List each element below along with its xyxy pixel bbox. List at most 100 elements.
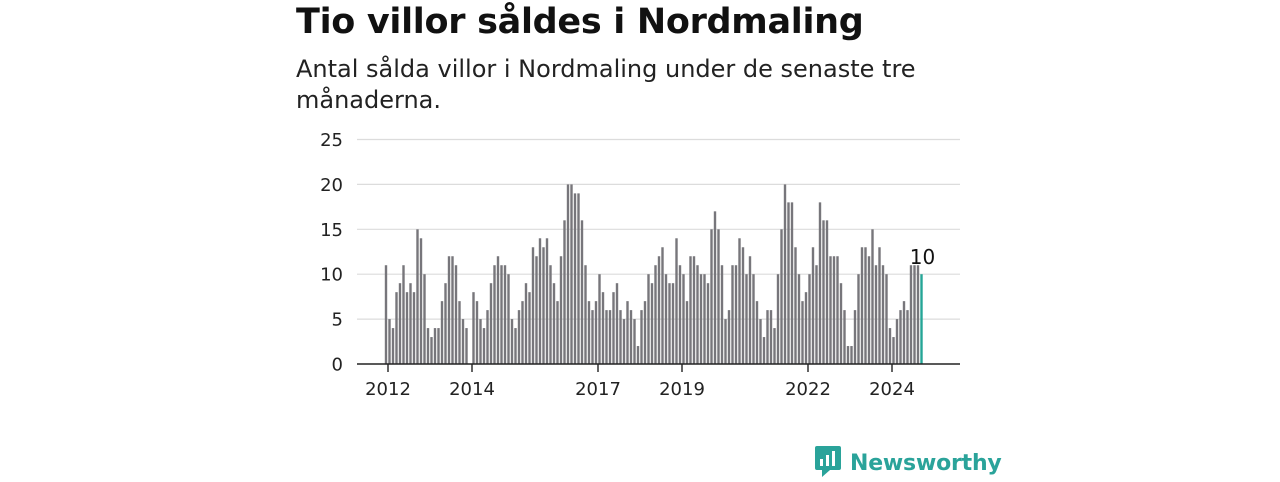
bar	[657, 256, 661, 364]
bar	[482, 328, 486, 364]
bar	[913, 265, 916, 364]
bar	[573, 193, 577, 364]
bar	[395, 292, 398, 364]
bar	[885, 274, 888, 364]
bar	[591, 310, 594, 364]
bar	[846, 346, 850, 364]
bar	[741, 247, 745, 364]
y-tick-label: 5	[332, 310, 343, 331]
bar	[619, 310, 622, 364]
bar	[720, 265, 724, 364]
bar	[696, 265, 699, 364]
bar	[703, 274, 706, 364]
bar	[755, 301, 759, 364]
bar	[524, 283, 528, 364]
bar	[692, 256, 696, 364]
bar	[517, 310, 521, 364]
bar	[661, 247, 664, 364]
bar	[748, 256, 752, 364]
bar	[895, 319, 899, 364]
bar	[839, 283, 843, 364]
bar	[636, 346, 640, 364]
bar	[594, 301, 598, 364]
bar	[815, 265, 818, 364]
bar	[475, 301, 479, 364]
bar	[773, 328, 776, 364]
bar	[493, 265, 496, 364]
bar	[906, 310, 909, 364]
bar	[507, 274, 510, 364]
bar	[626, 301, 629, 364]
bar	[843, 310, 846, 364]
bar	[531, 247, 535, 364]
bar	[437, 328, 440, 364]
bar	[689, 256, 692, 364]
bar	[752, 274, 755, 364]
bar	[818, 202, 822, 364]
bar	[822, 220, 825, 364]
bar	[398, 283, 402, 364]
bar	[787, 202, 790, 364]
bar	[409, 283, 412, 364]
bar	[710, 229, 713, 364]
bar	[860, 247, 864, 364]
chart-subtitle: Antal sålda villor i Nordmaling under de…	[296, 55, 916, 114]
bar	[556, 301, 559, 364]
bar	[829, 256, 832, 364]
x-tick-label: 2022	[785, 379, 831, 400]
bar	[685, 301, 689, 364]
bar	[584, 265, 587, 364]
bar	[699, 274, 703, 364]
bar	[664, 274, 668, 364]
bar	[853, 310, 857, 364]
bar	[496, 256, 500, 364]
bar	[458, 301, 461, 364]
x-tick-label: 2014	[449, 379, 495, 400]
bar	[734, 265, 738, 364]
bar	[412, 292, 416, 364]
bar	[444, 283, 447, 364]
bar	[745, 274, 748, 364]
y-tick-label: 25	[320, 130, 343, 151]
bar	[577, 193, 580, 364]
bar	[916, 265, 920, 364]
y-tick-label: 20	[320, 175, 343, 196]
bar	[500, 265, 503, 364]
bar	[783, 184, 787, 364]
bar	[615, 283, 619, 364]
bar	[605, 310, 608, 364]
bar	[521, 301, 524, 364]
bar	[654, 265, 657, 364]
y-tick-label: 10	[320, 265, 343, 286]
bar	[713, 211, 717, 364]
bar	[724, 319, 727, 364]
bar	[738, 238, 741, 364]
bar	[391, 328, 395, 364]
bar	[486, 310, 489, 364]
bar	[892, 337, 895, 364]
bar	[797, 274, 801, 364]
bar	[801, 301, 804, 364]
bar	[608, 310, 612, 364]
bar	[899, 310, 902, 364]
bar	[587, 301, 591, 364]
bar	[479, 319, 482, 364]
bar	[832, 256, 836, 364]
bar	[678, 265, 682, 364]
bar	[612, 292, 615, 364]
bar	[472, 292, 475, 364]
bar	[423, 274, 426, 364]
bar	[629, 310, 633, 364]
bar	[549, 265, 552, 364]
bar	[405, 292, 409, 364]
bar	[867, 256, 871, 364]
bar	[451, 256, 454, 364]
bar	[552, 283, 556, 364]
bar	[857, 274, 860, 364]
bar	[489, 283, 493, 364]
bar	[601, 292, 605, 364]
bar	[717, 229, 720, 364]
y-tick-label: 0	[332, 355, 343, 376]
bar	[878, 247, 881, 364]
